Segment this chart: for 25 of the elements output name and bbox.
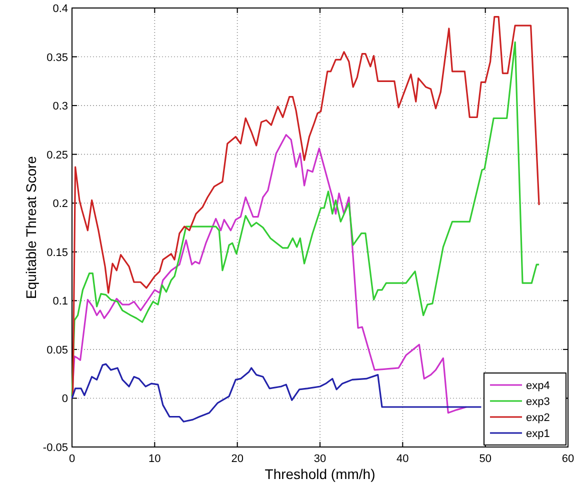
x-tick-label: 10 bbox=[148, 453, 161, 465]
y-tick-label: 0.25 bbox=[46, 149, 68, 162]
line-series bbox=[71, 134, 468, 414]
x-tick-label: 50 bbox=[479, 453, 492, 465]
y-tick-label: 0.05 bbox=[46, 344, 68, 356]
y-tick-label: 0.1 bbox=[52, 296, 68, 308]
x-tick-label: 30 bbox=[314, 453, 326, 465]
y-tick-label: 0.4 bbox=[52, 3, 68, 15]
y-tick-label: 0.15 bbox=[46, 246, 68, 259]
x-tick-label: 40 bbox=[396, 453, 409, 465]
x-tick-label: 60 bbox=[562, 453, 574, 465]
y-tick-label: 0.3 bbox=[52, 100, 68, 113]
legend-label: exp4 bbox=[526, 380, 550, 392]
y-tick-label: 0.35 bbox=[46, 52, 68, 64]
y-tick-label: -0.05 bbox=[42, 442, 68, 454]
x-tick-label: 0 bbox=[68, 453, 76, 465]
legend-label: exp1 bbox=[526, 428, 550, 440]
line-series bbox=[71, 363, 482, 422]
y-tick-label: 0 bbox=[62, 393, 68, 406]
y-axis-title: Equitable Threat Score bbox=[23, 156, 39, 299]
x-tick-label: 20 bbox=[231, 453, 244, 465]
y-tick-label: 0.2 bbox=[52, 198, 68, 210]
legend-label: exp2 bbox=[526, 412, 550, 424]
legend-label: exp3 bbox=[526, 396, 550, 408]
x-axis-title: Threshold (mm/h) bbox=[264, 466, 376, 482]
